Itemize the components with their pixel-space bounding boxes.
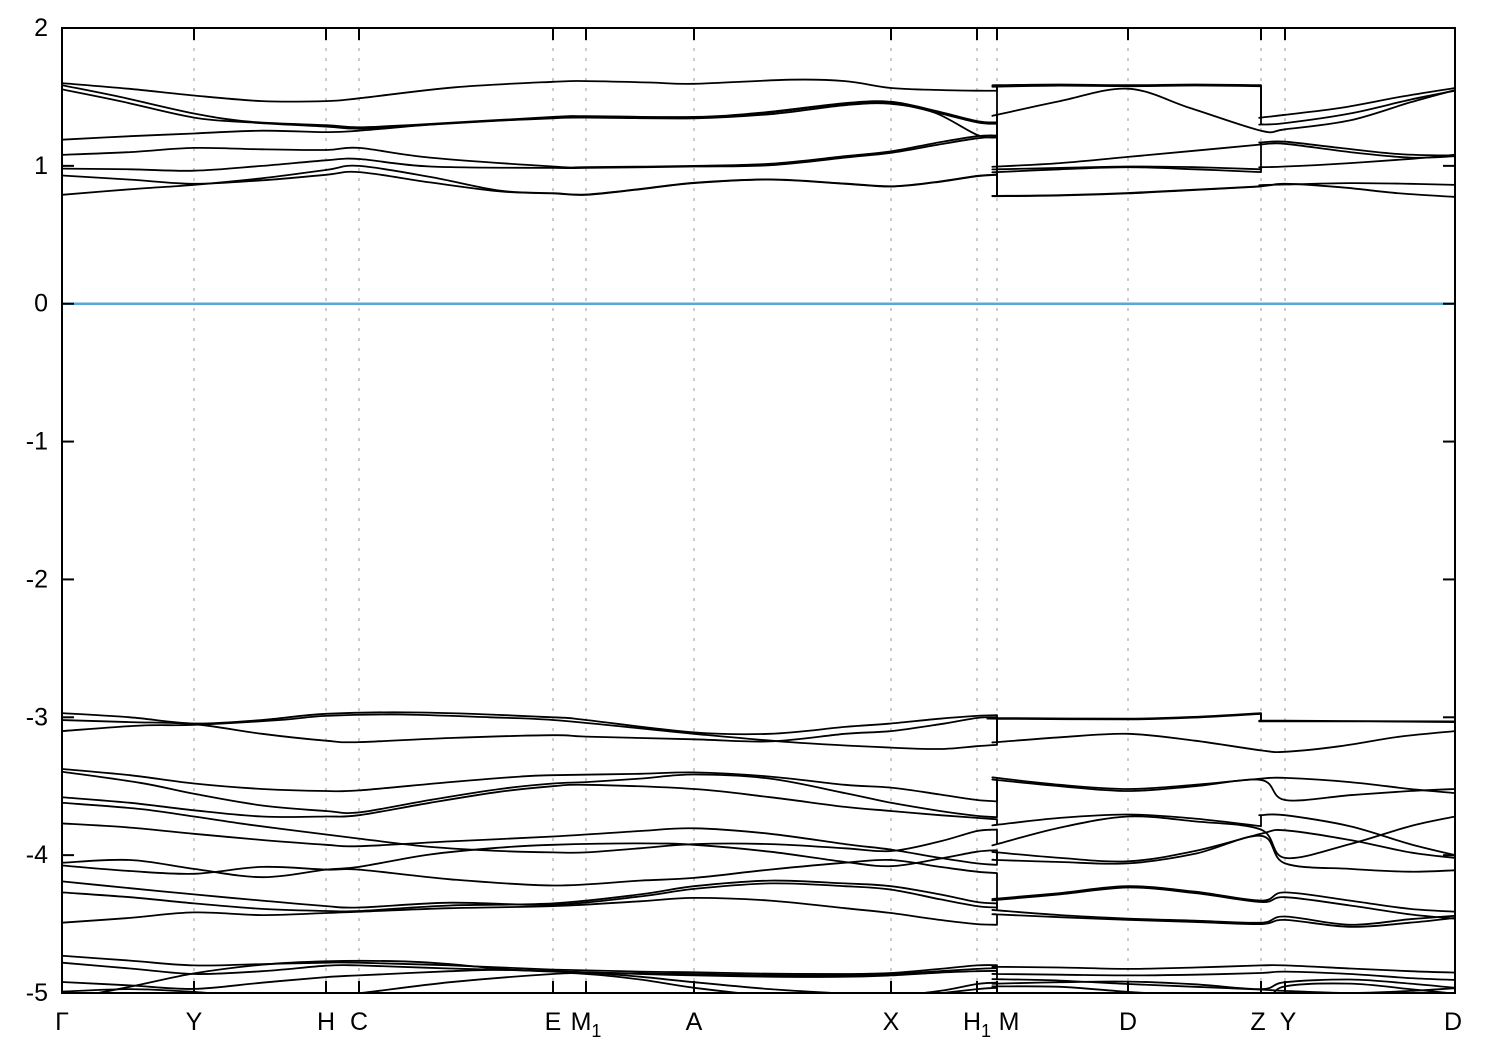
k-point-label-E: E [545,1008,562,1036]
conduction-band-8 [62,142,1455,196]
k-point-label-M: M [999,1008,1020,1036]
y-axis-label--5: -5 [26,979,48,1007]
k-point-label-Y: Y [1280,1008,1297,1036]
valence-band-6 [62,783,1455,856]
valence-band-5 [62,770,1455,819]
k-point-label-H: H [317,1008,335,1036]
valence-band-10 [62,858,1455,913]
k-point-label-C: C [350,1008,368,1036]
k-point-label-M1: M1 [571,1008,602,1041]
k-point-label-Z: Z [1250,1008,1265,1036]
y-axis-label--1: -1 [26,428,48,456]
k-point-label-A: A [686,1008,703,1036]
valence-band-9 [62,834,1455,879]
k-point-label-X: X [883,1008,900,1036]
y-axis-label-1: 1 [34,152,48,180]
y-axis-label--3: -3 [26,703,48,731]
bands-group [62,78,1455,993]
k-point-label-D: D [1119,1008,1137,1036]
k-point-label-Γ: Γ [55,1008,69,1036]
y-axis-label--4: -4 [26,841,48,869]
valence-band-12 [62,879,1455,926]
valence-band-13 [62,896,1455,928]
y-axis-label--2: -2 [26,565,48,593]
k-point-label-D: D [1444,1008,1462,1036]
plot-border [61,27,1456,994]
k-point-label-Y: Y [186,1008,203,1036]
y-axis-label-0: 0 [34,290,48,318]
conduction-band-4 [62,84,1455,141]
y-axis-label-2: 2 [34,14,48,42]
valence-band-14 [62,954,1455,975]
valence-band-7 [62,801,1455,860]
k-point-label-H1: H1 [963,1008,991,1041]
valence-band-3 [62,712,1455,750]
